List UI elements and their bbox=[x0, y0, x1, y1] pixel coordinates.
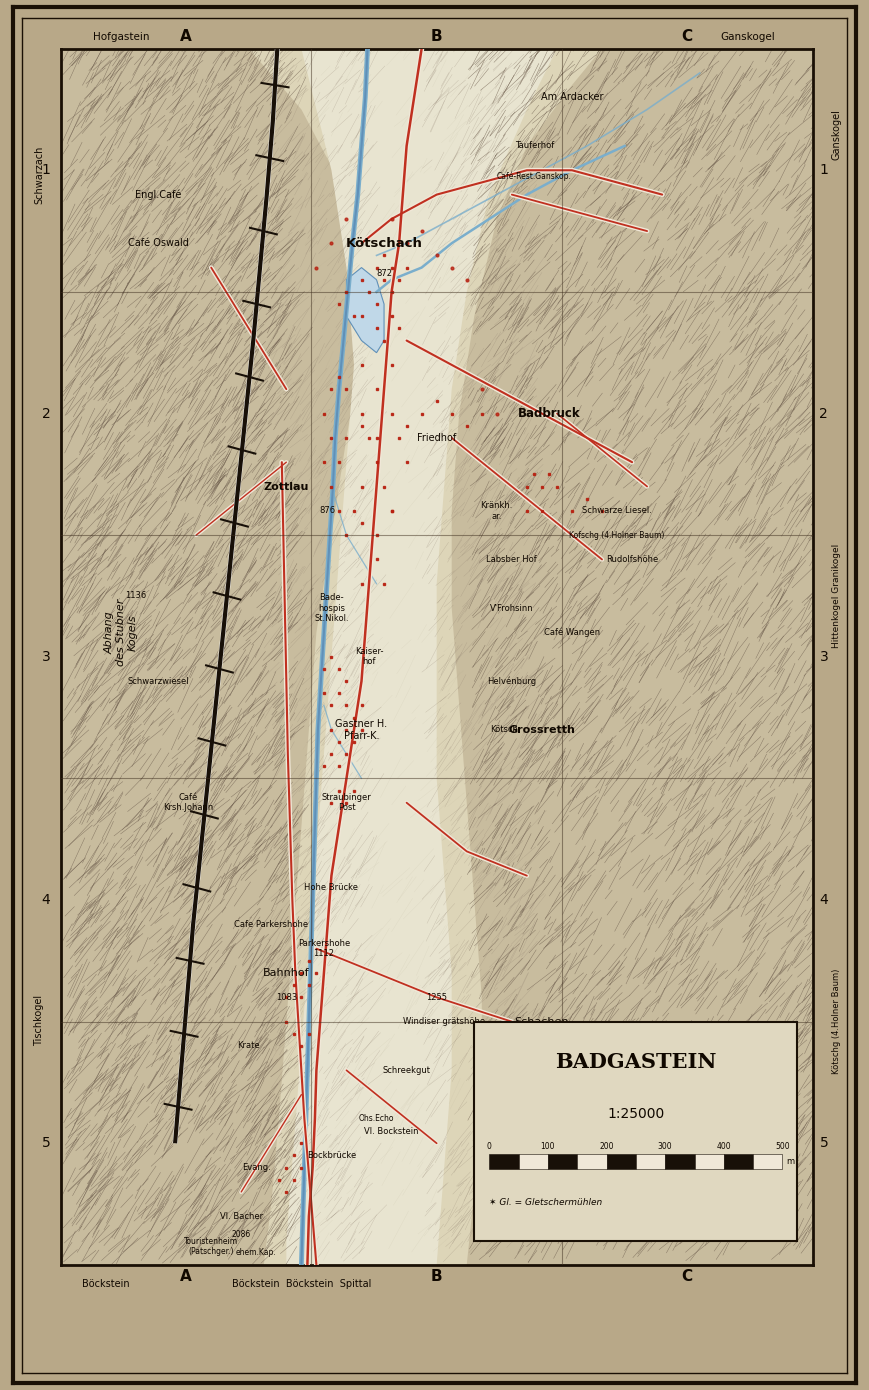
Text: Café Wangen: Café Wangen bbox=[544, 628, 600, 637]
Bar bbox=[577, 1154, 607, 1169]
Polygon shape bbox=[249, 49, 602, 1265]
Text: 1:25000: 1:25000 bbox=[607, 1106, 665, 1120]
Text: 2: 2 bbox=[42, 406, 50, 421]
Text: Bahnhof: Bahnhof bbox=[263, 967, 309, 979]
Text: Böckstein: Böckstein bbox=[82, 1279, 129, 1289]
Text: Evang.: Evang. bbox=[242, 1163, 270, 1172]
Text: Am Ardacker: Am Ardacker bbox=[541, 92, 603, 103]
Text: 500: 500 bbox=[775, 1141, 790, 1151]
Text: 300: 300 bbox=[658, 1141, 673, 1151]
Text: Abhang
des Stubner
Kogels: Abhang des Stubner Kogels bbox=[104, 599, 137, 666]
Text: Tischkogel: Tischkogel bbox=[34, 995, 44, 1045]
Bar bbox=[548, 1154, 577, 1169]
Text: Engl.Café: Engl.Café bbox=[136, 189, 182, 200]
Text: Café
Krsh.Johann: Café Krsh.Johann bbox=[163, 794, 214, 812]
Text: 1255: 1255 bbox=[426, 992, 448, 1002]
Text: Kränkh.
ar.: Kränkh. ar. bbox=[481, 502, 513, 520]
Text: 3: 3 bbox=[819, 649, 828, 664]
Bar bbox=[519, 1154, 548, 1169]
Text: Cafe Parkershohe: Cafe Parkershohe bbox=[235, 920, 308, 929]
Text: Ohs.Echo: Ohs.Echo bbox=[359, 1115, 395, 1123]
Text: 400: 400 bbox=[717, 1141, 731, 1151]
Text: Badbruck: Badbruck bbox=[518, 407, 580, 420]
Text: Schachen: Schachen bbox=[514, 1016, 569, 1027]
Bar bbox=[753, 1154, 782, 1169]
Text: Hofgastein: Hofgastein bbox=[93, 32, 149, 42]
Text: 5: 5 bbox=[819, 1136, 828, 1151]
Text: Schwarze Liesel.: Schwarze Liesel. bbox=[582, 506, 652, 516]
Text: BADGASTEIN: BADGASTEIN bbox=[555, 1052, 717, 1072]
Bar bbox=[489, 1154, 519, 1169]
Text: Kaiser-
hof: Kaiser- hof bbox=[355, 648, 383, 666]
Text: Straubinger
Post: Straubinger Post bbox=[322, 794, 371, 812]
Text: Bade-
hospis
St.Nikol.: Bade- hospis St.Nikol. bbox=[314, 594, 348, 623]
Text: Kötsch: Kötsch bbox=[490, 726, 518, 734]
Text: Parkershohe
1112: Parkershohe 1112 bbox=[298, 940, 350, 958]
Text: Ganskogel: Ganskogel bbox=[720, 32, 775, 42]
Polygon shape bbox=[347, 267, 384, 353]
Text: Hittenkogel Granikogel: Hittenkogel Granikogel bbox=[833, 543, 841, 648]
Text: 200: 200 bbox=[600, 1141, 614, 1151]
Text: Vl. Bacher: Vl. Bacher bbox=[220, 1212, 262, 1220]
Text: Gastner H.
Pfarr-K.: Gastner H. Pfarr-K. bbox=[335, 719, 388, 741]
Text: 1: 1 bbox=[819, 163, 828, 178]
Text: 1083: 1083 bbox=[275, 992, 297, 1002]
Text: Schwarzwiesel: Schwarzwiesel bbox=[128, 677, 189, 685]
Polygon shape bbox=[287, 49, 557, 1265]
Text: 2: 2 bbox=[819, 406, 828, 421]
Text: 4: 4 bbox=[819, 892, 828, 908]
Bar bbox=[665, 1154, 694, 1169]
Text: 100: 100 bbox=[541, 1141, 555, 1151]
Text: Grossretth: Grossretth bbox=[508, 724, 575, 735]
Bar bbox=[694, 1154, 724, 1169]
Text: m: m bbox=[786, 1156, 794, 1166]
Text: 872: 872 bbox=[376, 270, 392, 278]
Text: Schwarzach: Schwarzach bbox=[34, 146, 44, 204]
Text: Touristenheim
(Patschger.): Touristenheim (Patschger.) bbox=[184, 1237, 238, 1257]
Text: 0: 0 bbox=[487, 1141, 492, 1151]
Text: Zottlau: Zottlau bbox=[263, 481, 309, 492]
Text: Ganskogel: Ganskogel bbox=[832, 110, 842, 160]
Text: 4: 4 bbox=[42, 892, 50, 908]
Text: Café-Rest.Ganskop.: Café-Rest.Ganskop. bbox=[497, 171, 572, 181]
Text: Kofschg (4.Holner Baum): Kofschg (4.Holner Baum) bbox=[569, 531, 665, 539]
Text: B: B bbox=[431, 1269, 442, 1284]
Text: Kötschach: Kötschach bbox=[346, 236, 422, 250]
Text: Bockbrücke: Bockbrücke bbox=[307, 1151, 356, 1159]
Text: Hohe Brücke: Hohe Brücke bbox=[304, 884, 358, 892]
Text: Vl. Bockstein: Vl. Bockstein bbox=[364, 1127, 419, 1136]
Text: B: B bbox=[431, 29, 442, 44]
Bar bbox=[724, 1154, 753, 1169]
Text: Helvénburg: Helvénburg bbox=[488, 677, 536, 685]
Text: A: A bbox=[180, 29, 192, 44]
Bar bbox=[607, 1154, 636, 1169]
Text: 2086: 2086 bbox=[232, 1230, 251, 1238]
Text: Labsber Hof: Labsber Hof bbox=[487, 555, 537, 564]
Text: Friedhof: Friedhof bbox=[417, 432, 456, 443]
Text: Windiser grätshöhe: Windiser grätshöhe bbox=[403, 1017, 485, 1026]
Text: Krate: Krate bbox=[237, 1041, 260, 1051]
Text: V'Frohsinn: V'Frohsinn bbox=[490, 603, 534, 613]
Text: ehem.Kap.: ehem.Kap. bbox=[235, 1248, 276, 1257]
Text: 1136: 1136 bbox=[125, 592, 147, 600]
Text: 5: 5 bbox=[42, 1136, 50, 1151]
Text: C: C bbox=[681, 29, 693, 44]
Text: C: C bbox=[681, 1269, 693, 1284]
Text: 1: 1 bbox=[42, 163, 50, 178]
Text: Café Oswald: Café Oswald bbox=[128, 238, 189, 249]
Text: ✶ Gl. = Gletschermühlen: ✶ Gl. = Gletschermühlen bbox=[489, 1198, 602, 1207]
Text: 876: 876 bbox=[320, 506, 335, 516]
Text: 3: 3 bbox=[42, 649, 50, 664]
Text: A: A bbox=[180, 1269, 192, 1284]
Bar bbox=[474, 1022, 798, 1241]
Bar bbox=[636, 1154, 665, 1169]
Text: Kötschg (4.Holner Baum): Kötschg (4.Holner Baum) bbox=[833, 969, 841, 1074]
Text: Böckstein  Böckstein  Spittal: Böckstein Böckstein Spittal bbox=[232, 1279, 371, 1289]
Text: Schreekgut: Schreekgut bbox=[382, 1066, 431, 1074]
Text: Rudolfshöhe: Rudolfshöhe bbox=[606, 555, 658, 564]
Text: Tauferhof: Tauferhof bbox=[514, 142, 554, 150]
